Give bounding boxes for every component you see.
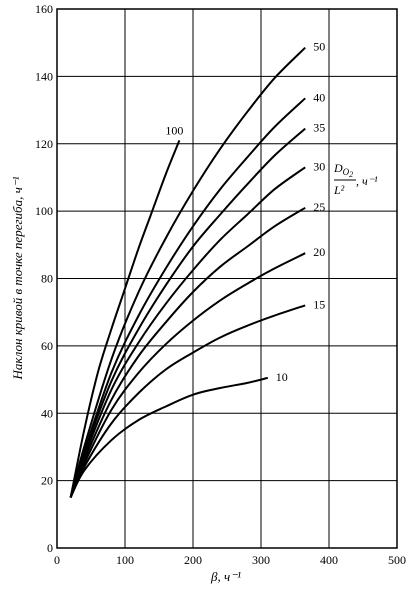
- y-tick-label: 140: [35, 69, 53, 83]
- y-tick-label: 40: [41, 406, 53, 420]
- y-tick-label: 20: [41, 474, 53, 488]
- series-label-35: 35: [313, 121, 325, 135]
- series-label-20: 20: [313, 245, 325, 259]
- x-tick-label: 200: [184, 553, 202, 567]
- series-label-40: 40: [313, 90, 325, 104]
- series-line-10: [69, 376, 269, 498]
- y-tick-label: 120: [35, 137, 53, 151]
- series-labels: 10 15 20 25 30 35 40 50 100: [165, 40, 325, 384]
- y-axis-label: Наклон кривой в точке перегиба, ч⁻¹: [10, 176, 25, 380]
- y-tick-label: 60: [41, 339, 53, 353]
- legend-title-numerator: DO2: [333, 161, 353, 179]
- legend-title: DO2 L² , ч⁻¹: [333, 161, 378, 197]
- y-tick-label: 0: [47, 541, 53, 555]
- series-label-10: 10: [276, 370, 288, 384]
- legend-title-unit: , ч⁻¹: [356, 174, 378, 188]
- series-line-100: [69, 140, 181, 498]
- x-tick-labels: 0 100 200 300 400 500: [54, 553, 406, 567]
- series-line-20: [69, 252, 306, 498]
- series-label-100: 100: [165, 123, 183, 137]
- series-line-40: [69, 97, 306, 498]
- series-line-25: [69, 206, 306, 498]
- series-line-35: [69, 127, 306, 498]
- y-tick-label: 160: [35, 2, 53, 16]
- x-axis-label: β, ч⁻¹: [210, 569, 241, 584]
- series-label-15: 15: [313, 297, 325, 311]
- legend-title-denominator: L²: [333, 183, 345, 197]
- series-label-50: 50: [313, 40, 325, 54]
- x-tick-label: 0: [54, 553, 60, 567]
- series-line-30: [69, 166, 306, 498]
- x-tick-label: 500: [388, 553, 406, 567]
- x-tick-label: 400: [320, 553, 338, 567]
- y-tick-label: 100: [35, 204, 53, 218]
- series-label-25: 25: [313, 200, 325, 214]
- x-tick-label: 100: [116, 553, 134, 567]
- series-line-50: [69, 46, 306, 498]
- y-tick-labels: 0 20 40 60 80 100 120 140 160: [35, 2, 53, 555]
- series-curves: [69, 46, 306, 498]
- series-line-15: [69, 304, 306, 498]
- grid: [57, 9, 397, 548]
- series-label-30: 30: [313, 159, 325, 173]
- x-tick-label: 300: [252, 553, 270, 567]
- y-tick-label: 80: [41, 272, 53, 286]
